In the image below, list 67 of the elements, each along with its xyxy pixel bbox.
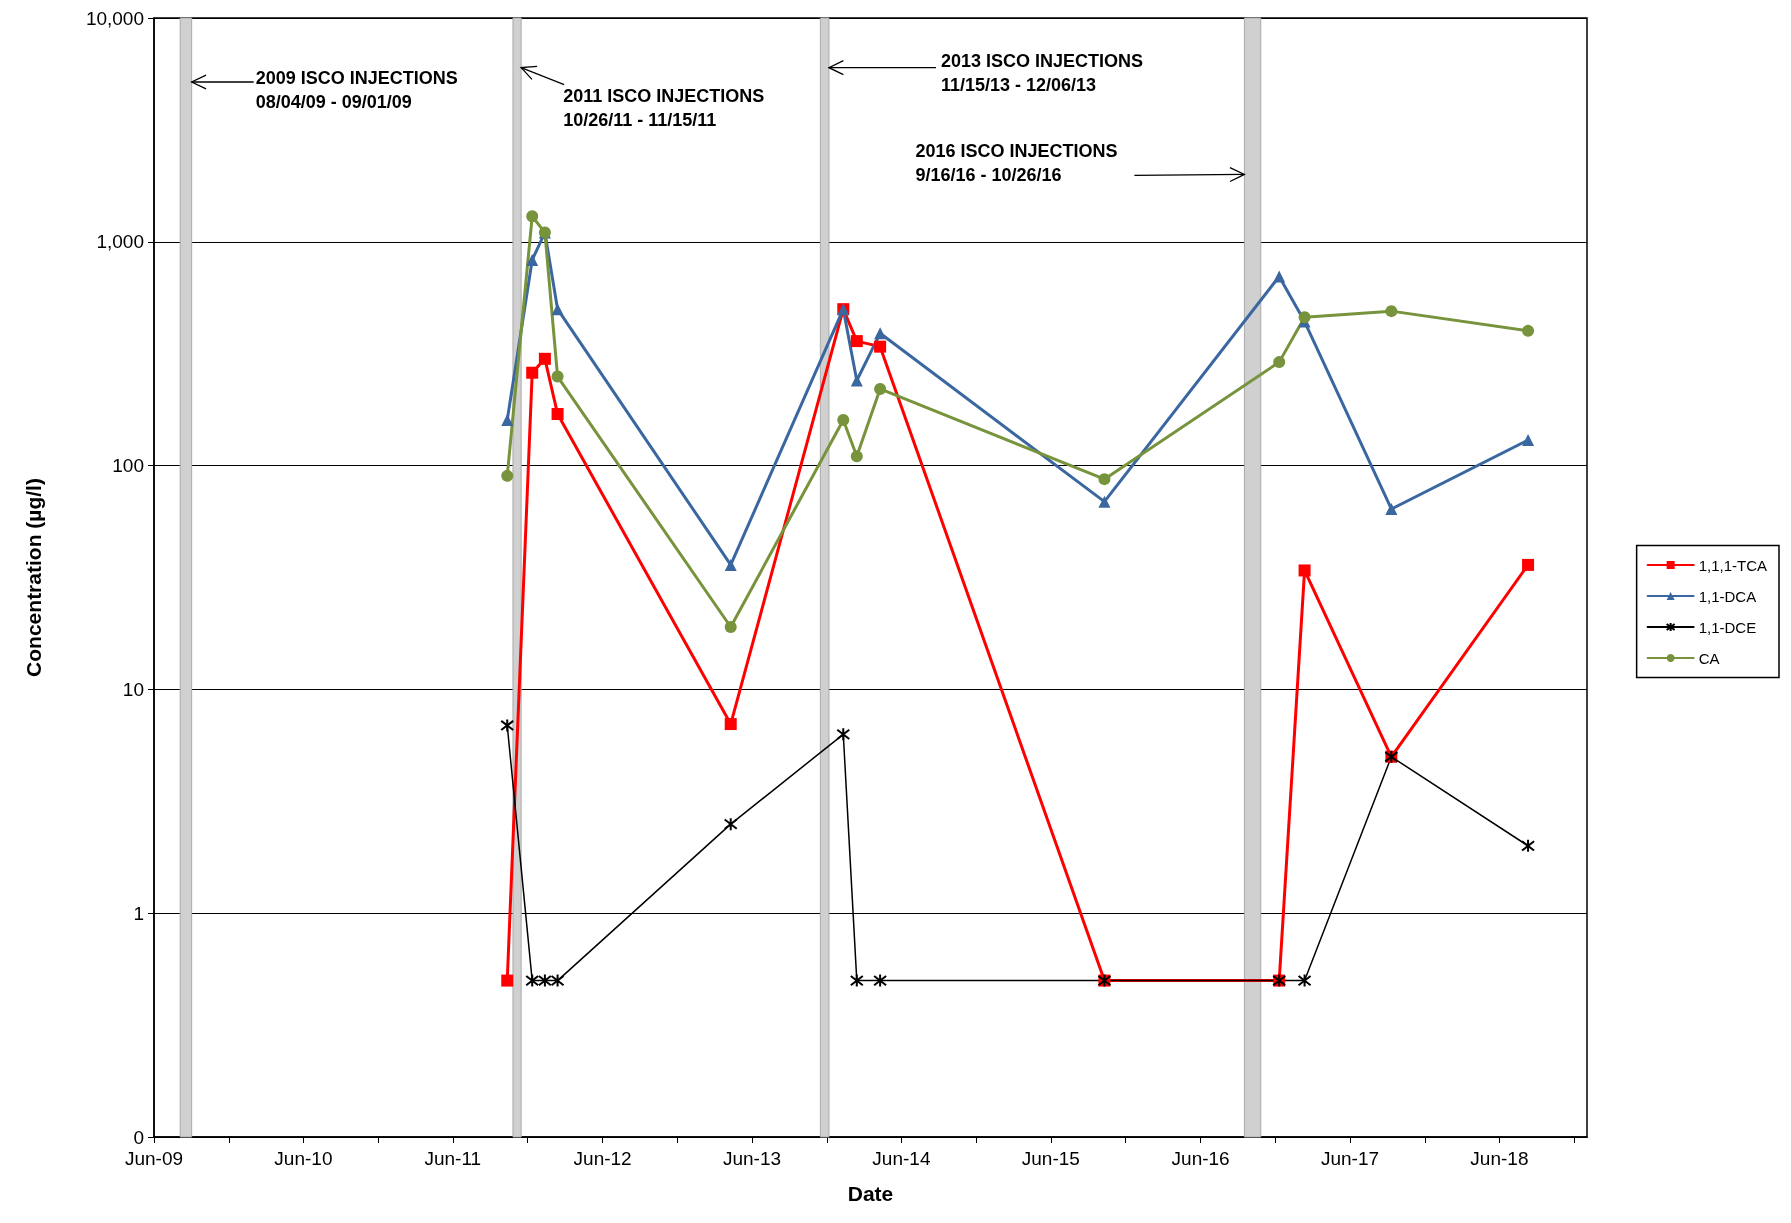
point	[501, 413, 514, 426]
point	[1385, 305, 1398, 318]
annotation: 2013 ISCO INJECTIONS 11/15/13 - 12/06/13	[940, 50, 1144, 95]
y-tick-label: 1,000	[96, 231, 144, 253]
x-axis-title: Date	[847, 1182, 894, 1205]
point	[723, 817, 738, 832]
point	[526, 366, 539, 379]
x-tick-label: Jun-17	[1320, 1148, 1380, 1169]
point	[724, 718, 737, 731]
y-axis-title: Concentration (µg/l)	[22, 478, 45, 677]
point	[525, 973, 540, 988]
x-tick-label: Jun-18	[1470, 1148, 1529, 1169]
point	[1298, 564, 1311, 577]
point	[501, 469, 514, 482]
point	[1522, 324, 1535, 337]
point	[1297, 973, 1312, 988]
point	[874, 340, 887, 353]
y-tick-label: 1	[133, 902, 144, 924]
point	[874, 327, 887, 340]
point	[1385, 502, 1398, 515]
y-tick-label: 100	[112, 455, 144, 477]
legend-label: 1,1-DCE	[1698, 618, 1757, 636]
point	[1273, 356, 1286, 369]
point	[724, 621, 737, 634]
point	[873, 973, 888, 988]
point	[850, 335, 863, 348]
point	[724, 558, 737, 571]
point	[538, 352, 551, 365]
point	[550, 973, 565, 988]
annotation: 2009 ISCO INJECTIONS 08/04/09 - 09/01/09	[255, 68, 458, 112]
x-tick-label: Jun-14	[872, 1148, 931, 1169]
x-tick-label: Jun-12	[573, 1148, 632, 1169]
point	[500, 718, 515, 733]
point	[1298, 311, 1311, 324]
point	[837, 413, 850, 426]
point	[1098, 473, 1111, 486]
annotation: 2016 ISCO INJECTIONS 9/16/16 - 10/26/16	[915, 141, 1118, 186]
y-tick-label: 0	[133, 1126, 144, 1148]
legend-label: CA	[1698, 649, 1720, 667]
x-tick-label: Jun-13	[722, 1148, 782, 1169]
point	[1522, 558, 1535, 571]
x-tick-label: Jun-16	[1171, 1148, 1230, 1169]
legend-label: 1,1,1-TCA	[1698, 556, 1767, 574]
point	[1098, 495, 1111, 508]
point	[836, 727, 851, 742]
point	[850, 374, 863, 387]
point	[551, 408, 564, 421]
x-tick-label: Jun-11	[424, 1148, 482, 1169]
legend-label: 1,1-DCA	[1698, 587, 1757, 605]
point	[1273, 270, 1286, 283]
point	[551, 303, 564, 316]
point	[1521, 838, 1536, 853]
y-tick-label: 10	[122, 678, 144, 700]
point	[537, 973, 552, 988]
annotation: 2011 ISCO INJECTIONS 10/26/11 - 11/15/11	[563, 85, 765, 130]
x-tick-label: Jun-15	[1021, 1148, 1080, 1169]
point	[526, 210, 539, 223]
point	[1522, 434, 1535, 447]
x-tick-label: Jun-10	[274, 1148, 333, 1169]
point	[874, 382, 887, 395]
point	[501, 974, 514, 987]
point	[850, 450, 863, 463]
point	[849, 973, 864, 988]
point	[526, 253, 539, 266]
y-tick-label: 10,000	[85, 7, 144, 29]
point	[551, 370, 564, 383]
x-tick-label: Jun-09	[124, 1148, 184, 1169]
